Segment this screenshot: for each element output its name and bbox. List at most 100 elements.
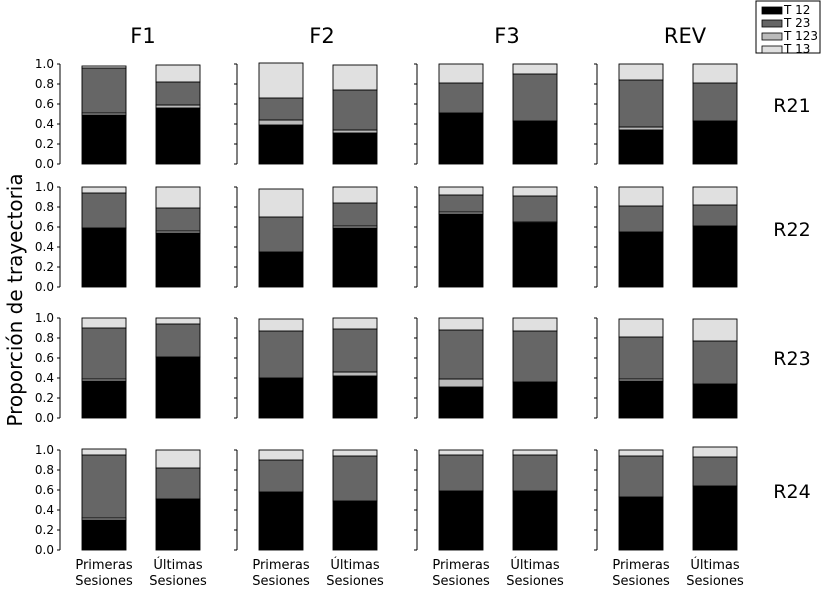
bar-segment-t-12-primeras-sesiones xyxy=(258,491,304,551)
category-label-primeras-sesiones: Sesiones xyxy=(252,574,310,589)
bar-segment-t-12-primeras-sesiones xyxy=(438,386,484,419)
bar-segment-t-13-ltimas-sesiones xyxy=(512,63,558,75)
bar-segment-t-12-ltimas-sesiones xyxy=(155,356,201,419)
bar-segment-t-23-ltimas-sesiones xyxy=(512,454,558,492)
category-label-ltimas-sesiones: Últimas xyxy=(690,557,739,573)
y-tick-label: 0.8 xyxy=(35,463,54,477)
bar-segment-t-123-primeras-sesiones xyxy=(258,119,304,126)
bar-segment-t-13-ltimas-sesiones xyxy=(155,317,201,325)
bar-segment-t-23-ltimas-sesiones xyxy=(512,73,558,122)
bar-segment-t-23-primeras-sesiones xyxy=(438,454,484,492)
bar-segment-t-23-primeras-sesiones xyxy=(618,455,664,498)
y-tick-label: 1.0 xyxy=(35,57,54,71)
bar-segment-t-12-primeras-sesiones xyxy=(258,251,304,288)
legend-swatch-t-12 xyxy=(761,6,783,15)
y-tick-label: 0.0 xyxy=(35,280,54,294)
bar-segment-t-23-primeras-sesiones xyxy=(258,97,304,121)
bar-segment-t-13-ltimas-sesiones xyxy=(332,317,378,330)
y-tick-label: 0.4 xyxy=(35,503,54,517)
bar-segment-t-13-ltimas-sesiones xyxy=(512,186,558,197)
bar-segment-t-23-ltimas-sesiones xyxy=(332,328,378,373)
bar-segment-t-12-ltimas-sesiones xyxy=(155,107,201,165)
legend-label-t-12: T 12 xyxy=(783,3,810,17)
bar-segment-t-13-ltimas-sesiones xyxy=(155,449,201,469)
bar-segment-t-13-ltimas-sesiones xyxy=(512,449,558,456)
row-label-r24: R24 xyxy=(773,481,810,503)
row-label-r23: R23 xyxy=(773,348,810,370)
panel-r21-rev xyxy=(594,63,738,165)
bar-segment-t-13-primeras-sesiones xyxy=(618,186,664,207)
bar-segment-t-13-primeras-sesiones xyxy=(81,65,127,69)
bar-segment-t-13-ltimas-sesiones xyxy=(155,186,201,209)
bar-segment-t-23-ltimas-sesiones xyxy=(512,195,558,223)
bar-segment-t-123-primeras-sesiones xyxy=(438,378,484,388)
legend-label-t-13: T 13 xyxy=(783,42,810,56)
category-label-primeras-sesiones: Sesiones xyxy=(612,574,670,589)
column-title-f1: F1 xyxy=(130,24,155,48)
bar-segment-t-12-primeras-sesiones xyxy=(81,380,127,419)
bar-segment-t-12-ltimas-sesiones xyxy=(332,132,378,165)
bar-segment-t-23-primeras-sesiones xyxy=(81,192,127,229)
category-label-ltimas-sesiones: Sesiones xyxy=(149,574,207,589)
bar-segment-t-12-ltimas-sesiones xyxy=(155,232,201,288)
bar-segment-t-23-primeras-sesiones xyxy=(81,67,127,114)
bar-segment-t-13-primeras-sesiones xyxy=(618,449,664,457)
bar-segment-t-13-primeras-sesiones xyxy=(618,318,664,338)
bar-segment-t-123-ltimas-sesiones xyxy=(332,371,378,377)
y-tick-label: 0.2 xyxy=(35,391,54,405)
column-title-f2: F2 xyxy=(309,24,334,48)
bar-segment-t-12-ltimas-sesiones xyxy=(692,120,738,165)
bar-segment-t-23-primeras-sesiones xyxy=(258,330,304,379)
legend-label-t-23: T 23 xyxy=(783,16,810,30)
category-label-primeras-sesiones: Sesiones xyxy=(75,574,133,589)
bar-segment-t-13-primeras-sesiones xyxy=(258,318,304,332)
bar-segment-t-23-primeras-sesiones xyxy=(618,336,664,380)
row-labels: R21 R22 R23 R24 xyxy=(773,95,810,503)
bar-segment-t-12-ltimas-sesiones xyxy=(512,490,558,551)
bar-segment-t-12-ltimas-sesiones xyxy=(692,225,738,288)
bar-segment-t-13-primeras-sesiones xyxy=(618,63,664,81)
category-label-primeras-sesiones: Sesiones xyxy=(432,574,490,589)
legend-swatch-t-23 xyxy=(761,19,783,28)
bar-segment-t-13-ltimas-sesiones xyxy=(692,446,738,458)
y-tick-label: 0.4 xyxy=(35,240,54,254)
bar-segment-t-12-ltimas-sesiones xyxy=(332,375,378,419)
bar-segment-t-12-primeras-sesiones xyxy=(81,114,127,165)
bar-segment-t-23-primeras-sesiones xyxy=(438,329,484,380)
bar-segment-t-23-primeras-sesiones xyxy=(258,216,304,253)
y-tick-label: 1.0 xyxy=(35,311,54,325)
legend-swatch-t-13 xyxy=(761,45,783,54)
bar-segment-t-13-primeras-sesiones xyxy=(81,317,127,329)
y-tick-label: 0.6 xyxy=(35,483,54,497)
row-label-r21: R21 xyxy=(773,95,810,117)
bar-segment-t-12-ltimas-sesiones xyxy=(512,222,558,288)
panel-r23-f3 xyxy=(414,317,558,419)
panel-r23-f2 xyxy=(234,317,378,419)
panel-r24-f1: 0.00.20.40.60.81.0PrimerasSesionesÚltima… xyxy=(35,443,207,589)
y-axis-label: Proporción de trayectoria xyxy=(3,173,27,426)
bar-segment-t-12-primeras-sesiones xyxy=(258,124,304,165)
panel-r23-f1: 0.0 0.2 0.4 0.6 0.8 1.0 xyxy=(35,311,201,425)
bar-segment-t-23-ltimas-sesiones xyxy=(512,330,558,383)
bar-segment-t-12-primeras-sesiones xyxy=(81,519,127,551)
bar-segment-t-12-ltimas-sesiones xyxy=(155,498,201,551)
bar-segment-t-13-ltimas-sesiones xyxy=(692,63,738,84)
panel-r21-f1: 0.0 0.2 0.4 0.6 0.8 1.0 xyxy=(35,57,201,171)
bar-segment-t-12-ltimas-sesiones xyxy=(692,485,738,551)
y-tick-label: 0.2 xyxy=(35,523,54,537)
bar-segment-t-12-primeras-sesiones xyxy=(258,377,304,419)
bar-segment-t-23-ltimas-sesiones xyxy=(332,89,378,131)
panel-r22-f1: 0.0 0.2 0.4 0.6 0.8 1.0 xyxy=(35,180,201,294)
panel-r22-rev xyxy=(594,186,738,288)
bar-segment-t-13-ltimas-sesiones xyxy=(692,186,738,206)
category-label-primeras-sesiones: Primeras xyxy=(432,558,490,573)
bar-segment-t-12-primeras-sesiones xyxy=(618,231,664,288)
y-tick-label: 0.8 xyxy=(35,77,54,91)
bar-segment-t-12-primeras-sesiones xyxy=(618,496,664,551)
bar-segment-t-13-ltimas-sesiones xyxy=(512,317,558,332)
